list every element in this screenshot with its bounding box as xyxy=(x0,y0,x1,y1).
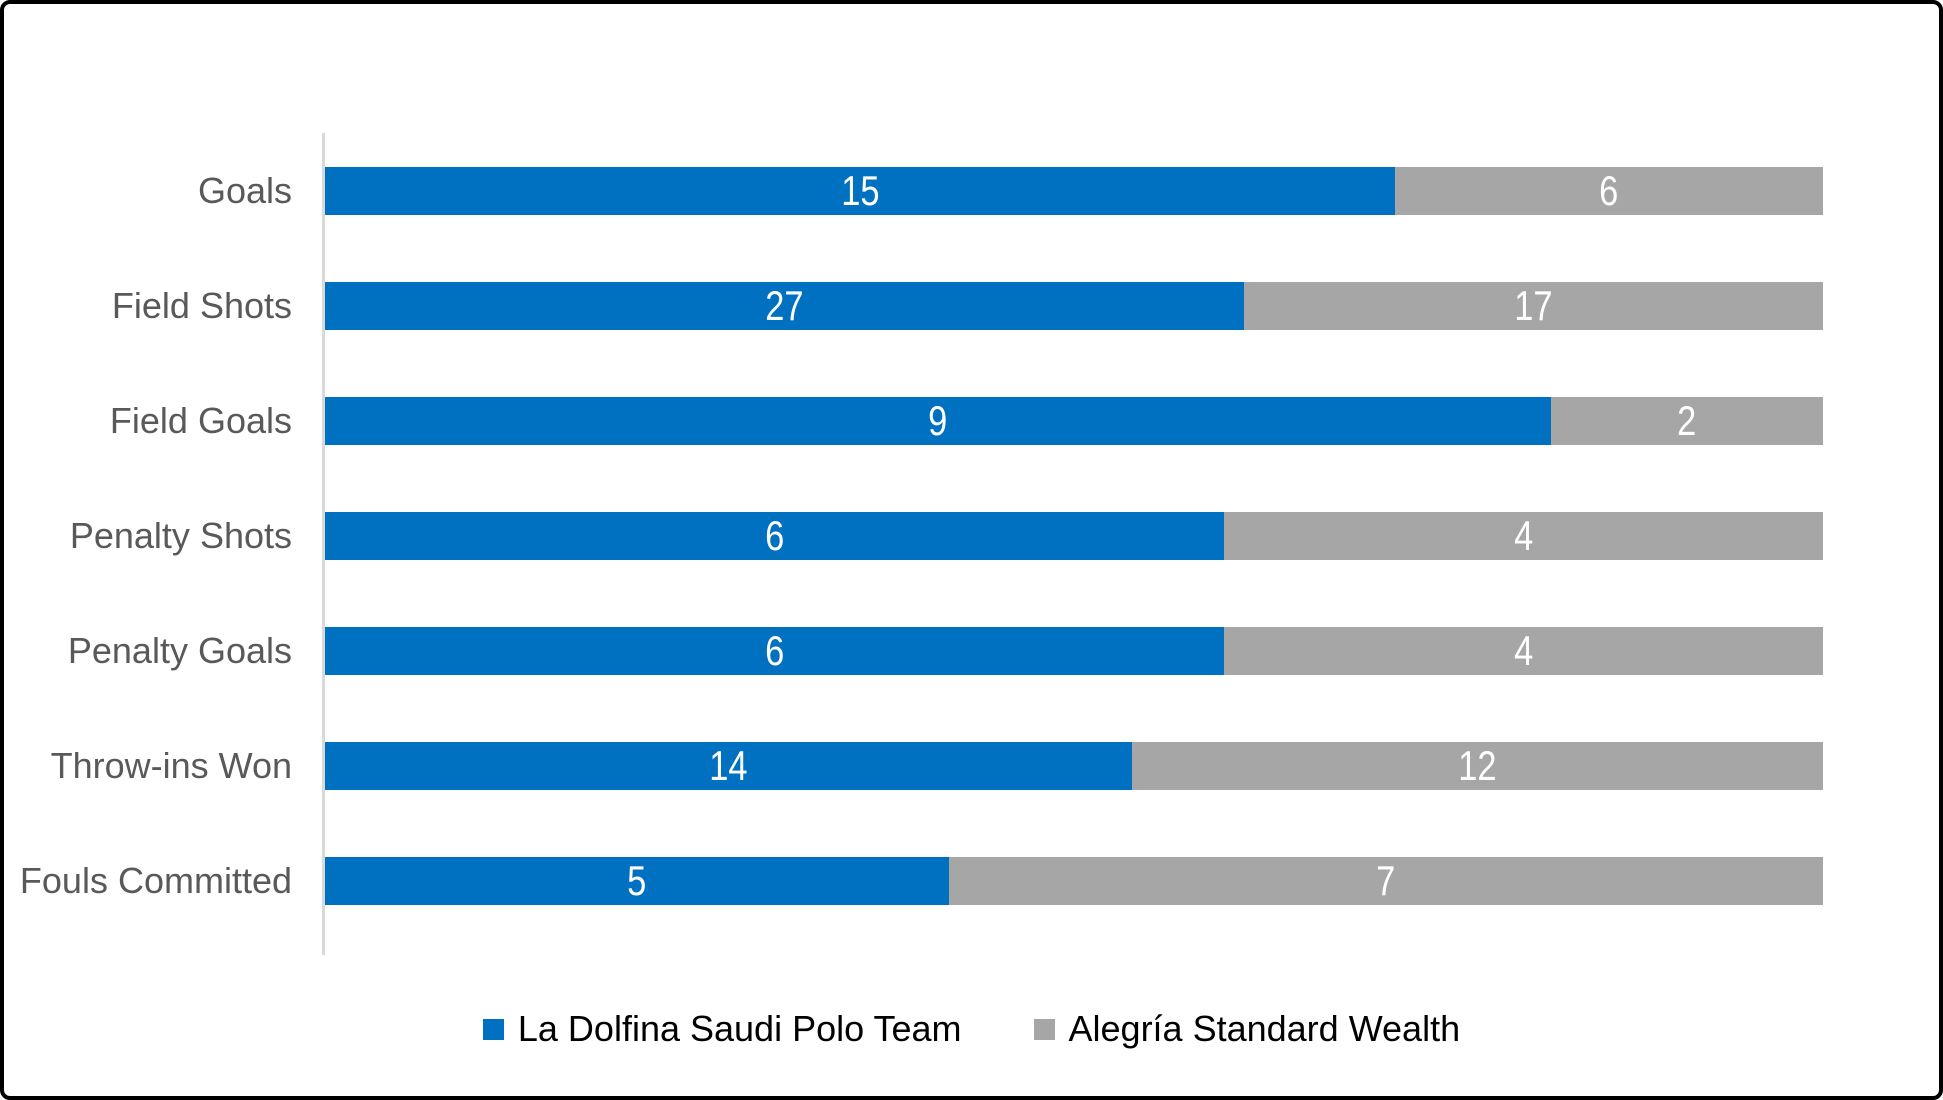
chart-row: Throw-ins Won 14 12 xyxy=(0,708,1943,823)
bar-value-label: 15 xyxy=(840,166,880,214)
chart-row: Field Goals 9 2 xyxy=(0,363,1943,478)
legend-item-team2: Alegría Standard Wealth xyxy=(1033,1008,1461,1050)
bar-value-label: 5 xyxy=(627,856,647,904)
category-axis-line xyxy=(322,133,325,955)
category-label: Fouls Committed xyxy=(19,859,292,901)
bar-segment-team1: 6 xyxy=(325,626,1224,675)
bar-value-label: 17 xyxy=(1514,281,1553,329)
category-label: Penalty Goals xyxy=(67,629,292,671)
chart-row: Goals 15 6 xyxy=(0,133,1943,248)
bar-value-label: 4 xyxy=(1513,626,1533,674)
bar-segment-team2: 4 xyxy=(1223,511,1823,560)
legend-swatch-blue-icon xyxy=(482,1018,504,1040)
bar-value-label: 9 xyxy=(928,396,948,444)
bar-value-label: 4 xyxy=(1513,511,1533,559)
bar-value-label: 2 xyxy=(1677,396,1697,444)
bar-segment-team1: 15 xyxy=(325,166,1395,215)
stacked-bar: 15 6 xyxy=(325,166,1823,215)
category-label: Field Goals xyxy=(109,399,292,441)
bar-value-label: 7 xyxy=(1376,856,1396,904)
category-label: Field Shots xyxy=(111,284,292,326)
bar-segment-team2: 17 xyxy=(1244,281,1823,330)
category-label: Penalty Shots xyxy=(69,514,292,556)
bar-value-label: 6 xyxy=(764,626,784,674)
legend-swatch-gray-icon xyxy=(1033,1018,1055,1040)
chart-row: Penalty Shots 6 4 xyxy=(0,478,1943,593)
bar-value-label: 12 xyxy=(1458,741,1497,789)
chart-row: Fouls Committed 5 7 xyxy=(0,823,1943,938)
chart-row: Field Shots 27 17 xyxy=(0,248,1943,363)
chart-row: Penalty Goals 6 4 xyxy=(0,593,1943,708)
bar-segment-team1: 5 xyxy=(325,856,950,905)
legend-label-team2: Alegría Standard Wealth xyxy=(1068,1008,1461,1049)
category-label: Throw-ins Won xyxy=(50,744,292,786)
bar-segment-team2: 7 xyxy=(949,856,1823,905)
legend-item-team1: La Dolfina Saudi Polo Team xyxy=(482,1008,962,1050)
stacked-bar: 14 12 xyxy=(325,741,1823,790)
bar-value-label: 6 xyxy=(764,511,784,559)
bar-segment-team2: 4 xyxy=(1223,626,1823,675)
bar-segment-team1: 27 xyxy=(325,281,1245,330)
bar-segment-team1: 14 xyxy=(325,741,1132,790)
bar-segment-team2: 12 xyxy=(1131,741,1823,790)
bar-value-label: 14 xyxy=(709,741,748,789)
bar-segment-team2: 2 xyxy=(1550,396,1823,445)
category-label: Goals xyxy=(197,169,292,211)
bar-segment-team1: 6 xyxy=(325,511,1224,560)
bar-value-label: 27 xyxy=(765,281,804,329)
legend-label-team1: La Dolfina Saudi Polo Team xyxy=(517,1008,962,1049)
plot-area: Goals 15 6 Field Shots 27 17 Field Goals 9 2 Pena… xyxy=(0,133,1943,938)
stacked-bar: 27 17 xyxy=(325,281,1823,330)
legend: La Dolfina Saudi Polo Team Alegría Stand… xyxy=(0,1008,1943,1050)
bar-segment-team1: 9 xyxy=(325,396,1551,445)
bar-segment-team2: 6 xyxy=(1395,166,1823,215)
bar-value-label: 6 xyxy=(1599,166,1619,214)
